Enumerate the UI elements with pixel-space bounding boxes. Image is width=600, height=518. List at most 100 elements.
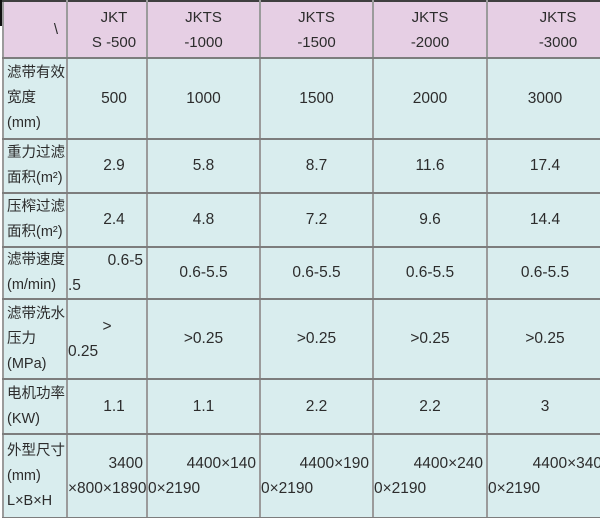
value-text: 0.6-5.5: [179, 264, 228, 281]
value-line2: .5: [68, 277, 81, 294]
table-row: 电机功率 (KW) 1.1 1.1 2.2 2.2 3: [2, 378, 600, 435]
value-cell: 0.6-5.5: [372, 246, 488, 300]
value-cell: 0.6-5.5: [146, 246, 261, 300]
model-header-line1: JKTS: [411, 8, 449, 26]
value-cell: 14.4: [486, 192, 600, 248]
param-label-line: 滤带洗水: [7, 305, 65, 322]
value-text: >0.25: [525, 330, 565, 347]
value-text: 2.2: [419, 397, 441, 415]
value-cell: 2.2: [259, 378, 374, 435]
value-line1: 4400×140: [186, 455, 256, 472]
value-line2: 0×2190: [148, 480, 201, 497]
value-cell: 2.9: [66, 138, 148, 194]
param-label: 滤带有效 宽度 (mm): [2, 57, 68, 140]
param-label-line: (m/min): [7, 277, 57, 293]
value-cell: 17.4: [486, 138, 600, 194]
corner-cell: \: [2, 0, 68, 59]
value-cell: 3: [486, 378, 600, 435]
value-cell: 4400×140 0×2190: [146, 433, 261, 518]
model-header: JKTS -2000: [372, 0, 488, 59]
value-cell: 4400×340 0×2190: [486, 433, 600, 518]
value-cell: 3400 ×800×1890: [66, 433, 148, 518]
table-row: 重力过滤面积(m²) 2.9 5.8 8.7 11.6 17.4: [2, 138, 600, 194]
param-label: 滤带速度 (m/min): [2, 246, 68, 300]
value-cell: 0.6-5 .5: [66, 246, 148, 300]
value-line2: 0×2190: [374, 480, 427, 497]
value-text: 1.1: [103, 397, 125, 415]
top-left-tick: [0, 0, 3, 26]
value-text: 0.6-5.5: [405, 264, 455, 281]
param-label-line: 滤带有效: [7, 65, 65, 81]
model-header-line2: -2000: [410, 33, 450, 51]
value-cell: 2000: [372, 57, 488, 140]
value-text: 8.7: [305, 157, 328, 174]
value-cell: 1.1: [146, 378, 261, 435]
value-text: 2000: [412, 89, 448, 107]
value-line1: >: [102, 318, 112, 335]
value-text: 0.6-5.5: [292, 264, 341, 281]
table-row: 外型尺寸 (mm) L×B×H 3400 ×800×1890 4400×140 0×2190…: [2, 433, 600, 518]
param-label-line: 压力: [7, 330, 36, 347]
value-cell: >0.25: [66, 298, 148, 380]
model-header: JKTS -3000: [486, 0, 600, 59]
value-cell: 2.4: [66, 192, 148, 248]
value-cell: 500: [66, 57, 148, 140]
param-label-line: (MPa): [7, 355, 47, 372]
value-text: 2.9: [103, 157, 125, 174]
param-label-line: L×B×H: [7, 492, 53, 509]
value-text: 9.6: [419, 211, 441, 228]
param-label: 压榨过滤 面积(m²): [2, 192, 68, 248]
value-text: 1500: [299, 89, 334, 107]
value-line2: 0×2190: [488, 480, 541, 497]
value-text: 2.2: [305, 397, 328, 415]
value-cell: >0.25: [259, 298, 374, 380]
model-header-line1: JKTS: [185, 8, 222, 26]
value-cell: 5.8: [146, 138, 261, 194]
model-header: JKTS -1500: [259, 0, 374, 59]
value-cell: >0.25: [486, 298, 600, 380]
param-label-line: 重力过滤: [7, 145, 65, 161]
value-text: >0.25: [296, 330, 337, 347]
model-header-line1: JKTS: [539, 8, 577, 26]
value-cell: 7.2: [259, 192, 374, 248]
header-row: \ JKT S -500 JKTS -1000 JKTS -1500 JKTS -2000 JKT…: [2, 0, 600, 59]
value-text: 0.6-5.5: [520, 264, 570, 281]
value-cell: 1500: [259, 57, 374, 140]
table-row: 滤带速度 (m/min) 0.6-5.5 0.6-5.5 0.6-5.5 0.6-5.5 0…: [2, 246, 600, 300]
model-header: JKTS -1000: [146, 0, 261, 59]
table-row: 滤带有效 宽度 (mm) 500 1000 1500 2000 3000: [2, 57, 600, 140]
value-text: 1.1: [192, 397, 215, 415]
value-text: >0.25: [410, 330, 450, 347]
value-text: 4.8: [192, 211, 215, 228]
value-cell: 0.6-5.5: [486, 246, 600, 300]
value-text: 11.6: [415, 157, 445, 174]
value-cell: >0.25: [372, 298, 488, 380]
param-label: 电机功率 (KW): [2, 378, 68, 435]
value-cell: >0.25: [146, 298, 261, 380]
value-cell: 11.6: [372, 138, 488, 194]
model-header-line1: JKT: [100, 8, 128, 26]
value-cell: 4400×190 0×2190: [259, 433, 374, 518]
value-cell: 2.2: [372, 378, 488, 435]
param-label-line: 面积(m²): [7, 170, 63, 186]
value-line2: 0.25: [68, 343, 99, 360]
model-header-line2: -1500: [297, 33, 336, 51]
param-label: 滤带洗水压力 (MPa): [2, 298, 68, 380]
value-text: >0.25: [183, 330, 224, 347]
value-text: 3: [540, 397, 550, 415]
value-text: 17.4: [529, 157, 561, 174]
value-text: 5.8: [192, 157, 215, 174]
value-cell: 0.6-5.5: [259, 246, 374, 300]
value-line1: 0.6-5: [107, 252, 143, 269]
value-cell: 1.1: [66, 378, 148, 435]
model-header-line1: JKTS: [298, 8, 335, 26]
value-line1: 4400×190: [299, 455, 369, 472]
model-header-line2: -3000: [538, 33, 578, 51]
param-label-line: (mm): [7, 115, 41, 131]
value-text: 3000: [527, 89, 563, 107]
param-label-line: 电机功率: [7, 385, 65, 402]
param-label-line: 滤带速度: [7, 252, 65, 268]
value-cell: 8.7: [259, 138, 374, 194]
value-line1: 3400: [108, 455, 143, 472]
